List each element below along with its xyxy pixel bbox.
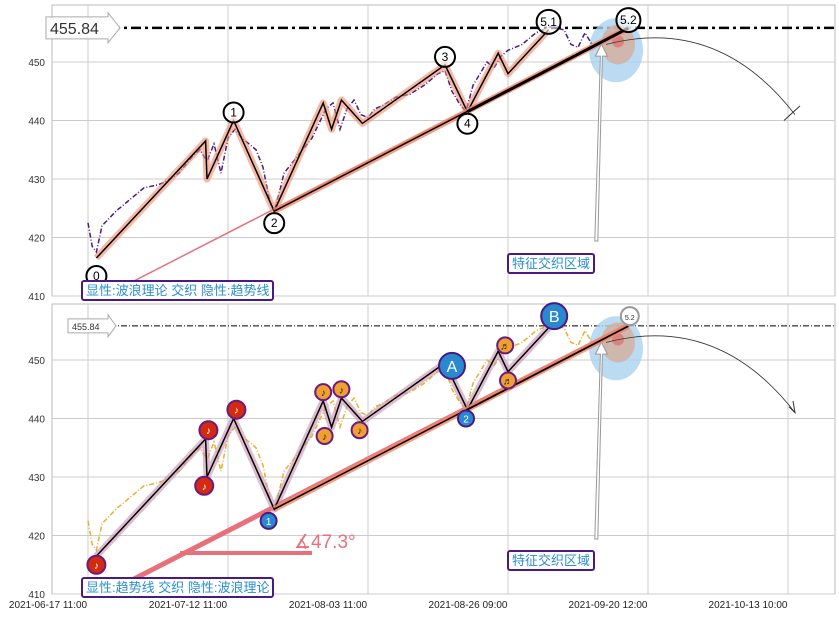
marker-blue-small <box>457 409 475 428</box>
projection-curve <box>605 37 796 115</box>
marker-orange <box>315 427 334 446</box>
marker-red <box>86 554 107 575</box>
marker-red <box>198 420 219 441</box>
wave-label: 1 <box>230 106 237 120</box>
marker-orange <box>332 380 351 399</box>
wave-label-circle <box>615 7 642 34</box>
projection-end-tick <box>783 105 801 121</box>
x-tick-label: 2021-06-17 11:00 <box>9 600 88 611</box>
marker-glyph: ♬ <box>500 341 510 352</box>
wave-label: 0 <box>93 269 100 283</box>
y-tick-label: 440 <box>28 117 45 128</box>
marker-orange <box>496 336 515 355</box>
projection-curve <box>605 335 796 413</box>
y-tick-label: 420 <box>28 532 45 543</box>
marker-glyph: ♪ <box>357 426 362 437</box>
marker-red <box>194 475 215 496</box>
marker-glyph: ♪ <box>322 432 327 443</box>
top-chart-label: 显性:波浪理论 交织 隐性:趋势线 <box>81 280 275 301</box>
level-price-tag <box>45 11 121 45</box>
zone-pointer-arrow <box>594 341 609 540</box>
x-tick-label: 2021-07-12 11:00 <box>149 600 228 611</box>
marker-glyph: ♪ <box>206 426 211 437</box>
marker-glyph: B <box>549 309 560 326</box>
angle-label: ∡47.3° <box>294 532 356 553</box>
wave-label: 3 <box>442 50 449 64</box>
wave-5-line <box>466 26 630 114</box>
marker-red <box>226 399 247 420</box>
bottom-chart-label: 显性:趋势线 交织 隐性:波浪理论 <box>81 577 275 598</box>
wave-label-circle <box>456 112 479 135</box>
marker-orange <box>314 383 333 402</box>
wave-label: 4 <box>464 117 471 131</box>
marker-glyph: ♬ <box>503 376 513 387</box>
wave-5-line <box>467 325 629 411</box>
y-tick-label: 410 <box>28 590 45 601</box>
projection-arrowhead <box>788 400 796 415</box>
y-tick-label: 450 <box>28 356 45 367</box>
marker-white <box>619 306 640 327</box>
wave-label-circle <box>434 45 456 68</box>
marker-blue-small <box>259 511 278 530</box>
level-price-tag <box>67 313 117 339</box>
marker-glyph: ♪ <box>234 406 239 417</box>
plot-frame <box>51 303 836 595</box>
y-tick-label: 420 <box>28 234 45 245</box>
marker-blue <box>438 351 466 380</box>
marker-orange <box>350 421 369 440</box>
marker-blue <box>540 302 569 331</box>
level-price-label: 455.84 <box>72 322 100 332</box>
wave-label-circle <box>535 8 562 35</box>
wave-label: 5.1 <box>540 15 557 29</box>
bottom-zone-label: 特征交织区域 <box>507 550 596 571</box>
marker-glyph: A <box>447 359 458 376</box>
marker-glyph: ♪ <box>94 561 99 572</box>
wave-highlight <box>93 27 552 261</box>
x-tick-label: 2021-08-03 11:00 <box>289 600 368 611</box>
marker-glyph: ♪ <box>321 388 326 399</box>
wave-path <box>95 327 550 557</box>
marker-glyph: 2 <box>463 415 469 426</box>
marker-glyph: 1 <box>266 517 272 528</box>
marker-glyph: 5.2 <box>625 315 635 322</box>
level-price-label: 455.84 <box>50 21 99 38</box>
x-tick-label: 2021-10-13 10:00 <box>709 600 788 611</box>
wave-label: 5.2 <box>620 13 637 27</box>
y-tick-label: 430 <box>28 175 45 186</box>
top-zone-label: 特征交织区域 <box>507 253 596 274</box>
y-tick-label: 410 <box>28 292 45 303</box>
marker-glyph: ♪ <box>202 482 207 493</box>
wave-label-circle <box>263 212 286 235</box>
wave-label-circle <box>222 101 245 124</box>
marker-glyph: ♪ <box>339 385 344 396</box>
y-tick-label: 450 <box>28 58 45 69</box>
wave-path <box>95 29 550 259</box>
wave-label: 2 <box>271 216 278 230</box>
x-tick-label: 2021-08-26 09:00 <box>429 600 508 611</box>
y-tick-label: 440 <box>28 415 45 426</box>
y-tick-label: 430 <box>28 473 45 484</box>
marker-orange <box>499 371 517 390</box>
x-tick-label: 2021-09-20 12:00 <box>569 600 648 611</box>
zone-pointer-arrow <box>594 43 609 242</box>
